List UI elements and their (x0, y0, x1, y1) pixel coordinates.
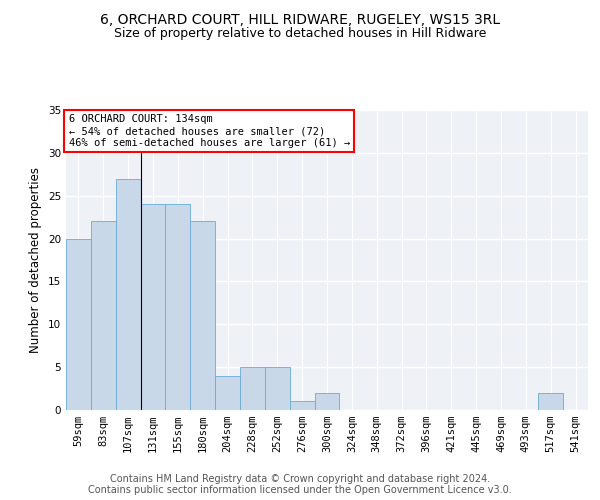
Text: 6 ORCHARD COURT: 134sqm
← 54% of detached houses are smaller (72)
46% of semi-de: 6 ORCHARD COURT: 134sqm ← 54% of detache… (68, 114, 350, 148)
Bar (265, 367, 290, 410)
Bar (140, 204, 166, 410)
Text: Contains HM Land Registry data © Crown copyright and database right 2024.: Contains HM Land Registry data © Crown c… (110, 474, 490, 484)
Bar (190, 222, 215, 410)
Bar (240, 367, 265, 410)
Text: Contains public sector information licensed under the Open Government Licence v3: Contains public sector information licen… (88, 485, 512, 495)
Bar (91, 222, 116, 410)
Bar (538, 393, 563, 410)
Bar (66, 238, 91, 410)
Bar (314, 393, 340, 410)
Y-axis label: Number of detached properties: Number of detached properties (29, 167, 43, 353)
Bar (215, 376, 240, 410)
Bar (116, 178, 140, 410)
Bar (166, 204, 190, 410)
Text: 6, ORCHARD COURT, HILL RIDWARE, RUGELEY, WS15 3RL: 6, ORCHARD COURT, HILL RIDWARE, RUGELEY,… (100, 12, 500, 26)
Text: Size of property relative to detached houses in Hill Ridware: Size of property relative to detached ho… (114, 28, 486, 40)
Bar (290, 402, 314, 410)
